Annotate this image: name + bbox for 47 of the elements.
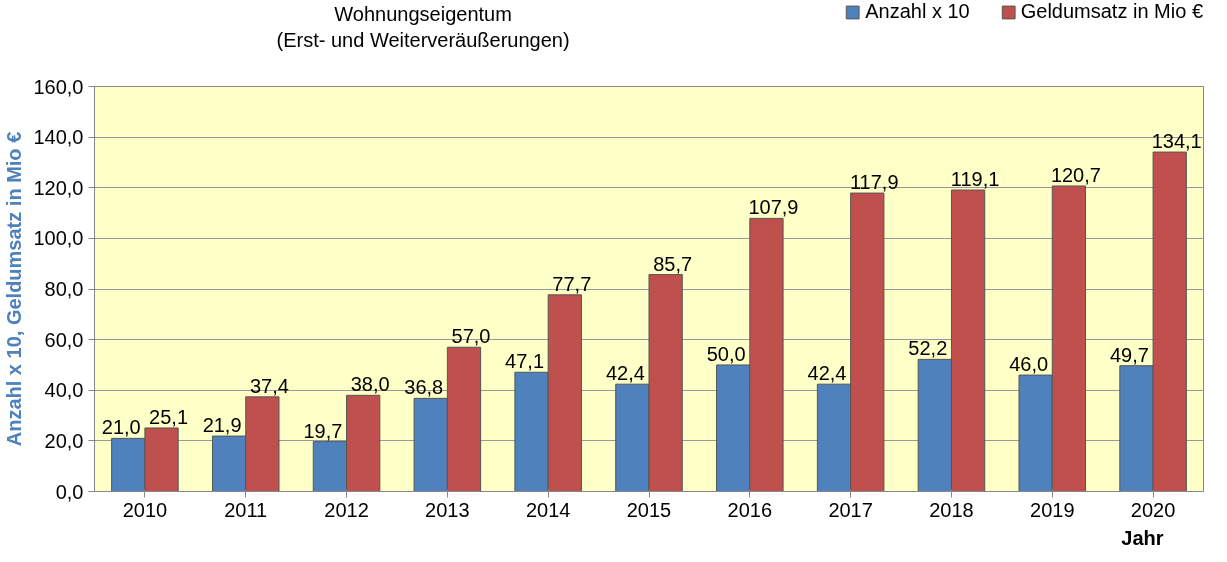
x-tick-label: 2019 — [1030, 498, 1075, 521]
data-label: 21,9 — [202, 414, 242, 437]
data-label: 36,8 — [404, 376, 444, 399]
legend-label: Geldumsatz in Mio € — [1020, 0, 1203, 23]
legend-label: Anzahl x 10 — [865, 0, 970, 23]
data-label: 25,1 — [149, 405, 189, 428]
data-label: 50,0 — [706, 342, 746, 365]
x-axis-title: Jahr — [1121, 526, 1164, 549]
x-tick-label: 2015 — [626, 498, 672, 521]
data-label: 107,9 — [748, 196, 799, 219]
x-tick-label: 2014 — [525, 498, 571, 521]
data-label: 42,4 — [605, 362, 645, 385]
x-tick-label: 2016 — [727, 498, 773, 521]
y-tick-label: 140,0 — [33, 126, 84, 149]
x-tick-label: 2010 — [122, 498, 168, 521]
data-label: 52,2 — [908, 337, 948, 360]
data-label: 120,7 — [1050, 163, 1101, 186]
y-tick-label: 40,0 — [44, 379, 84, 402]
x-tick-label: 2018 — [929, 498, 974, 521]
data-label: 119,1 — [950, 168, 1000, 191]
data-label: 46,0 — [1009, 353, 1049, 376]
y-tick-label: 120,0 — [33, 176, 84, 199]
x-tick-label: 2017 — [828, 498, 873, 521]
x-tick-label: 2011 — [224, 498, 268, 521]
data-label: 57,0 — [451, 325, 491, 348]
y-tick-label: 20,0 — [44, 429, 84, 452]
data-label: 49,7 — [1109, 343, 1149, 366]
y-tick-label: 100,0 — [33, 227, 84, 250]
y-tick-label: 80,0 — [44, 278, 84, 300]
data-label: 21,0 — [101, 416, 141, 439]
x-tick-label: 2020 — [1130, 498, 1176, 521]
y-tick-label: 0,0 — [55, 480, 84, 503]
x-tick-label: 2013 — [425, 498, 470, 521]
data-label: 19,7 — [303, 419, 343, 442]
data-label: 77,7 — [552, 272, 592, 295]
data-label: 134,1 — [1151, 130, 1202, 153]
y-tick-label: 160,0 — [33, 75, 84, 98]
data-label: 117,9 — [849, 171, 899, 194]
chart-title: Wohnungseigentum (Erst- und Weiterveräußerungen) — [276, 2, 570, 51]
y-axis-title: Anzahl x 10, Geldumsatz in Mio € — [3, 131, 26, 447]
data-label: 38,0 — [350, 373, 390, 396]
data-label: 85,7 — [653, 252, 693, 275]
data-label: 37,4 — [249, 374, 289, 397]
x-tick-label: 2012 — [324, 498, 369, 521]
y-tick-label: 60,0 — [44, 328, 84, 351]
data-label: 47,1 — [505, 350, 545, 373]
data-label: 42,4 — [807, 362, 847, 385]
